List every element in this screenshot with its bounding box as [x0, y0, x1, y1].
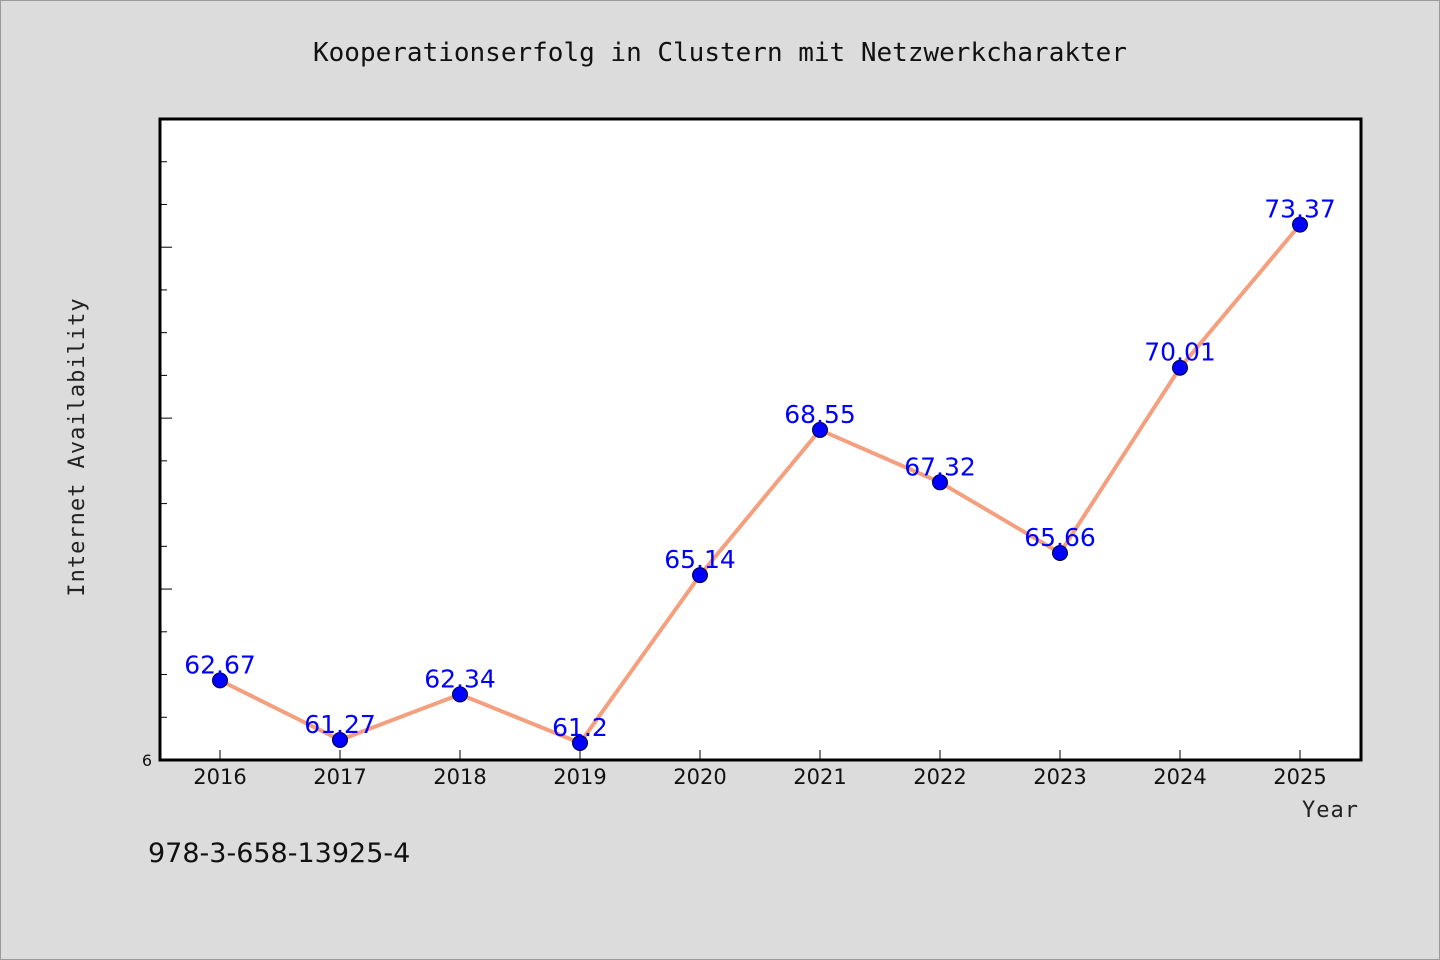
data-label: 67.32: [904, 452, 976, 481]
data-label: 68.55: [784, 400, 856, 429]
data-labels-group: 62.67 61.27 62.34 61.2 65.14 68.55 67.32 65.66 7…: [184, 195, 1336, 742]
data-point: [1292, 216, 1308, 233]
data-label: 61.2: [552, 713, 608, 742]
data-point: [692, 567, 708, 584]
data-point: [452, 686, 468, 703]
plot-area: [158, 117, 1363, 762]
x-tick-label: 2019: [553, 765, 606, 789]
data-label: 70.01: [1144, 338, 1216, 367]
y-axis-label: Internet Availability: [65, 297, 90, 596]
series-line: [219, 223, 1302, 745]
data-point: [212, 672, 228, 689]
x-tick-label: 2018: [433, 765, 486, 789]
x-tick-label: 2025: [1273, 765, 1326, 789]
data-label: 65.14: [664, 545, 736, 574]
x-axis-ticks: 2016 2017 2018 2019 2020 2021 2022 2023 2024 2025: [193, 750, 1327, 789]
x-tick-label: 2020: [673, 765, 726, 789]
data-point: [1172, 359, 1188, 376]
data-point: [332, 731, 348, 748]
x-tick-label: 2021: [793, 765, 846, 789]
y-tick-label: 6: [142, 751, 152, 770]
x-tick-label: 2022: [913, 765, 966, 789]
data-label: 73.37: [1264, 195, 1336, 224]
data-point: [572, 734, 588, 751]
x-tick-label: 2023: [1033, 765, 1086, 789]
data-label: 61.27: [304, 710, 376, 739]
series-line-group: [212, 216, 1308, 751]
x-tick-label: 2016: [193, 765, 246, 789]
data-point: [932, 474, 948, 491]
data-point: [812, 421, 828, 438]
x-tick-label: 2024: [1153, 765, 1206, 789]
x-axis-label: Year: [1302, 798, 1359, 823]
data-label: 62.34: [424, 664, 496, 693]
chart-title: Kooperationserfolg in Clustern mit Netzw…: [313, 38, 1127, 68]
data-label: 62.67: [184, 650, 256, 679]
y-axis-ticks: [160, 161, 172, 718]
data-point: [1052, 545, 1068, 562]
isbn-text: 978-3-658-13925-4: [148, 838, 410, 869]
data-label: 65.66: [1024, 523, 1096, 552]
x-tick-label: 2017: [313, 765, 366, 789]
